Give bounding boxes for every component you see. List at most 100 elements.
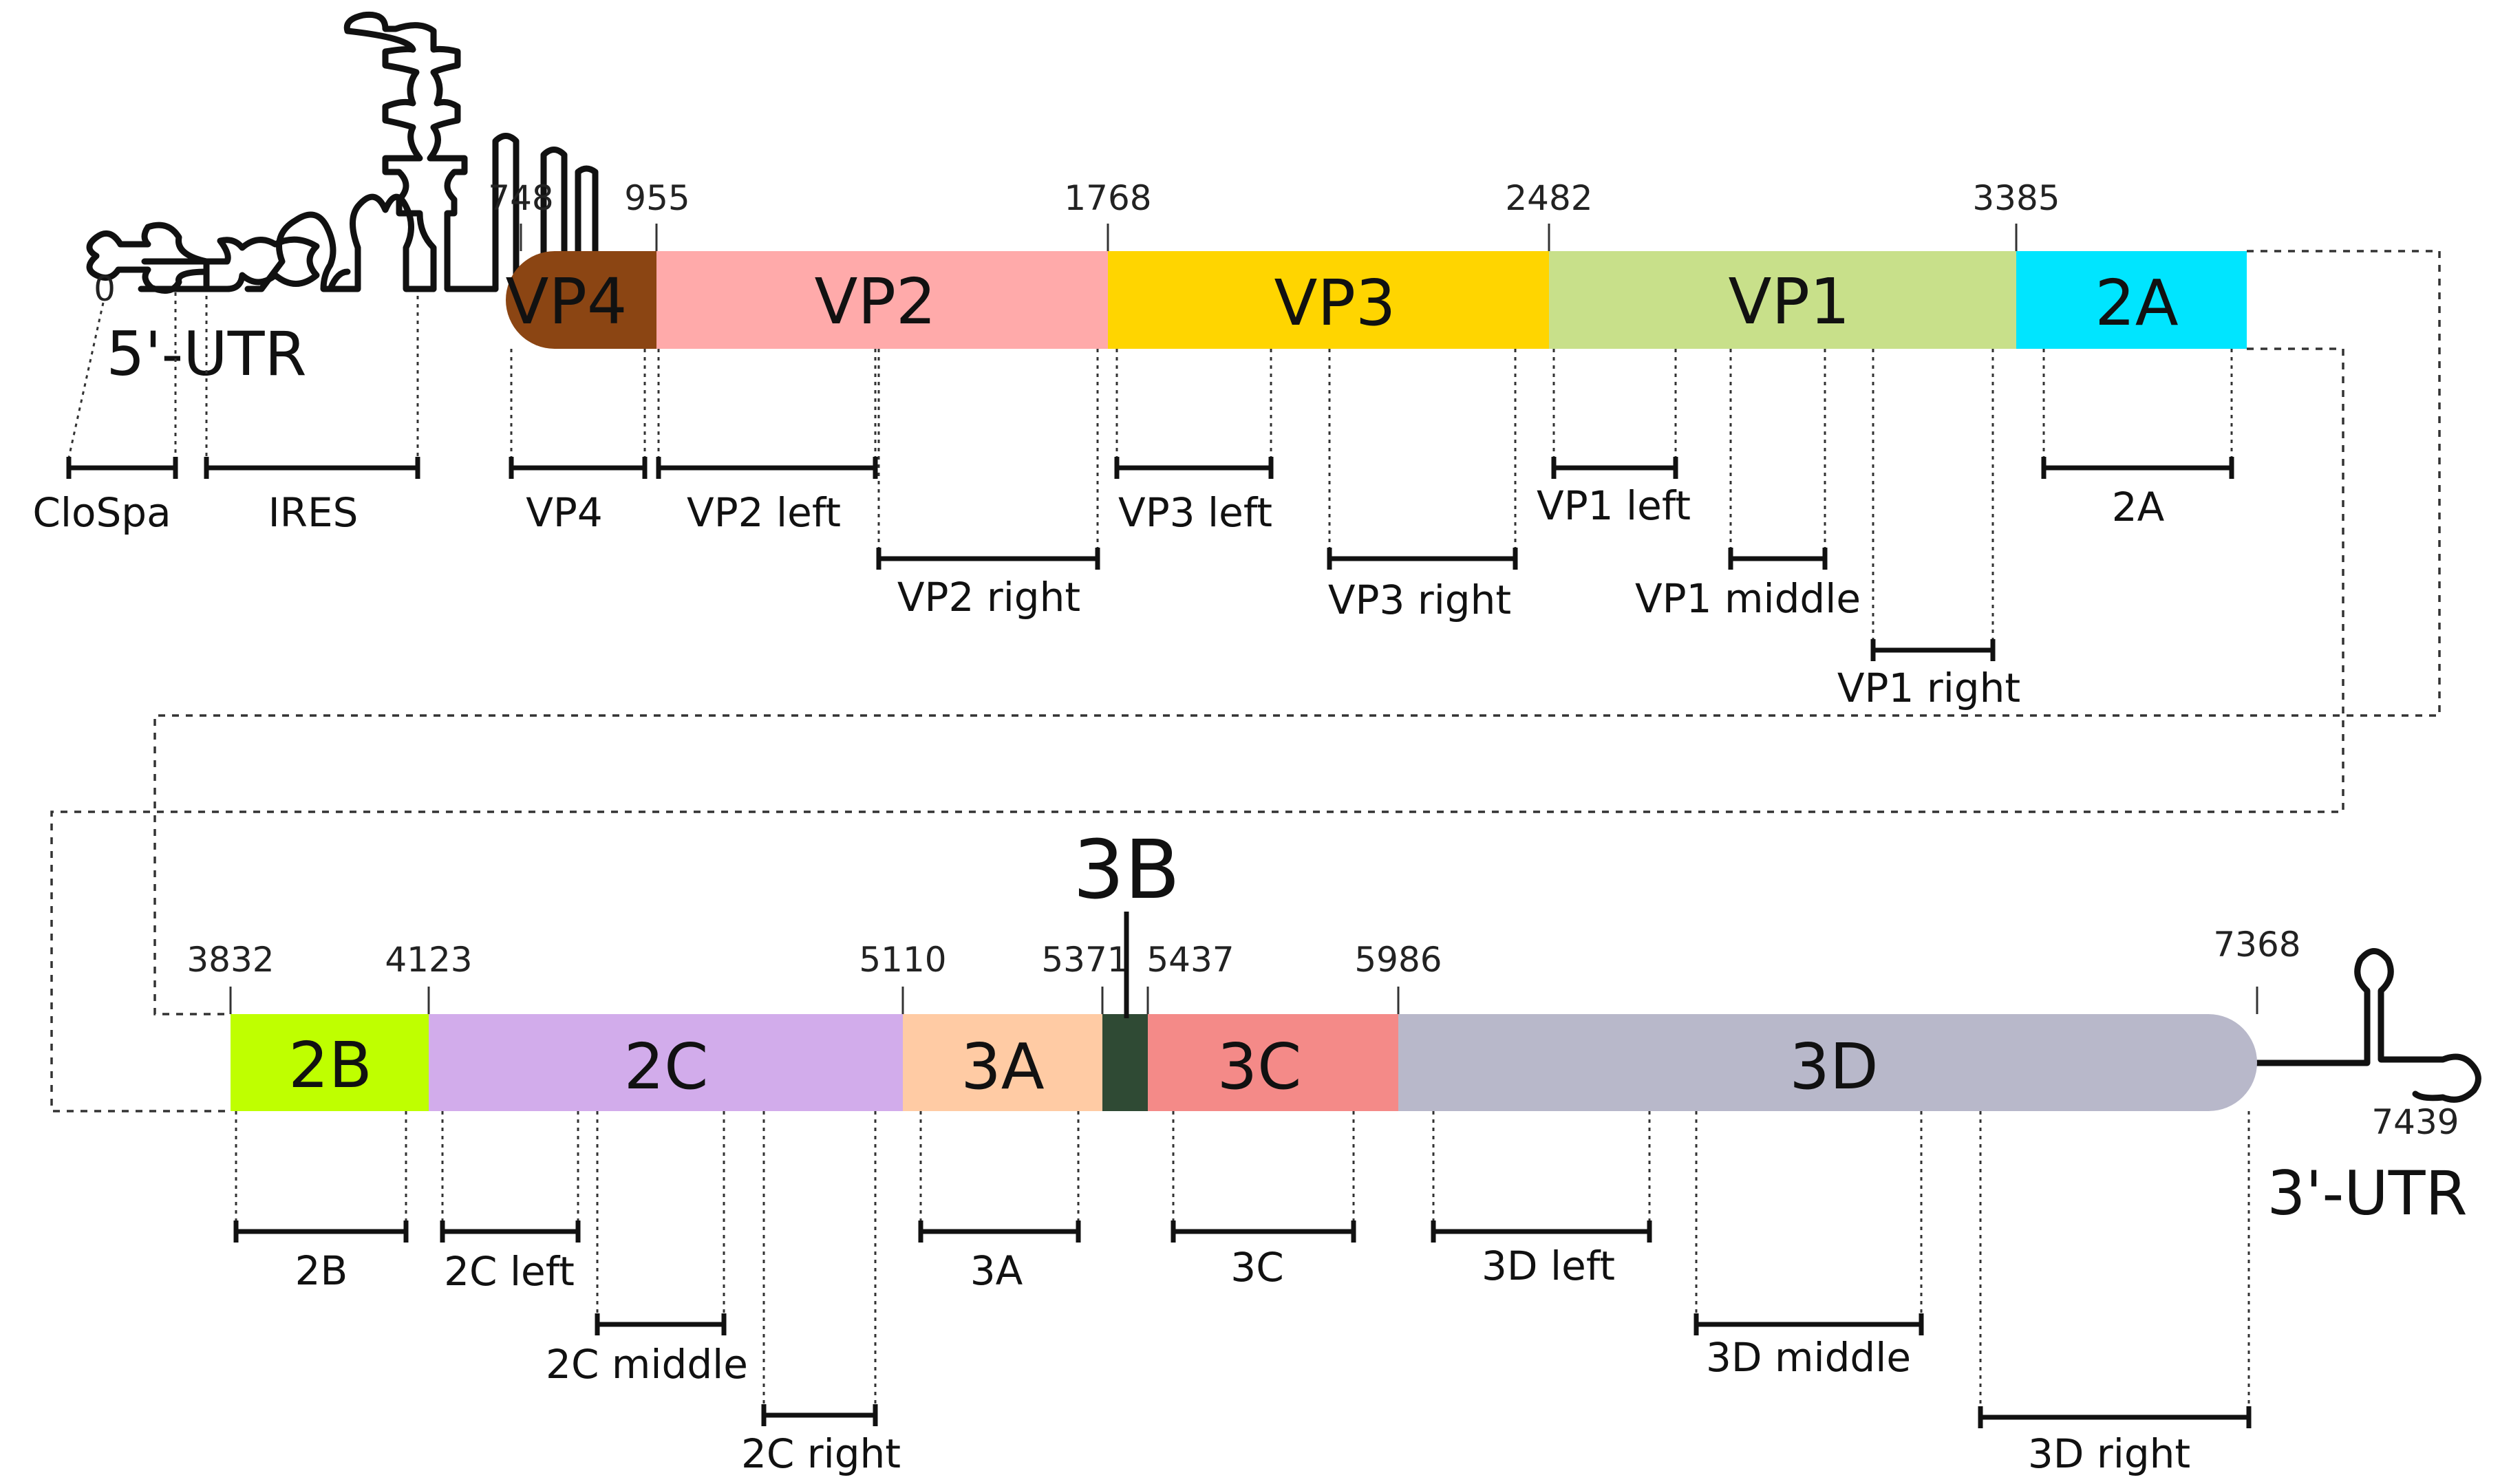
- amplicon-2c-right: 2C right: [741, 1111, 901, 1477]
- amplicon-3d-left: 3D left: [1431, 1111, 1652, 1289]
- row1-polyprotein-bar: VP4 VP2 VP3 VP1 2A: [506, 251, 2247, 349]
- segment-label-vp2: VP2: [815, 265, 937, 338]
- amplicon-bracket-3c: [1171, 1220, 1356, 1243]
- amplicon-bracket-3a: [918, 1220, 1081, 1243]
- segment-2a: [2016, 251, 2247, 349]
- amplicon-label-2c-right: 2C right: [741, 1430, 901, 1477]
- amplicon-label-ires: IRES: [268, 489, 359, 536]
- amplicon-label-vp4: VP4: [526, 489, 603, 536]
- position-label-748: 748: [488, 178, 553, 218]
- amplicon-label-vp2-right: VP2 right: [897, 574, 1080, 621]
- amplicon-bracket-ires: [204, 457, 420, 479]
- amplicon-label-clospa: CloSpa: [32, 489, 171, 536]
- amplicon-label-3c: 3C: [1230, 1244, 1283, 1291]
- position-7439-label: 7439: [2371, 1102, 2459, 1142]
- amplicon-clospa: CloSpa: [32, 292, 178, 536]
- position-0-label: 0: [94, 269, 116, 309]
- amplicon-vp1-middle: VP1 middle: [1635, 349, 1861, 622]
- segment-2c: [429, 1014, 903, 1111]
- segment-label-2b: 2B: [288, 1029, 372, 1102]
- position-label-4123: 4123: [385, 940, 472, 980]
- amplicon-label-vp3-right: VP3 right: [1328, 577, 1511, 623]
- amplicon-label-3d-middle: 3D middle: [1706, 1334, 1911, 1381]
- amplicon-vp2-left: VP2 left: [656, 349, 878, 536]
- amplicon-2c-middle: 2C middle: [546, 1111, 748, 1388]
- segment-label-3a: 3A: [961, 1030, 1045, 1104]
- amplicon-vp4: VP4: [509, 349, 648, 536]
- amplicon-label-2c-middle: 2C middle: [546, 1341, 748, 1388]
- amplicon-label-vp1-right: VP1 right: [1837, 665, 2020, 711]
- segment-label-3c: 3C: [1217, 1030, 1302, 1104]
- segment-vp1: [1549, 251, 2016, 349]
- amplicon-ires: IRES: [204, 296, 420, 536]
- amplicon-bracket-vp4: [509, 457, 648, 479]
- amplicon-bracket-vp3-right: [1327, 548, 1518, 570]
- amplicon-label-3a: 3A: [970, 1247, 1023, 1294]
- segment-3c: [1148, 1014, 1398, 1111]
- position-label-955: 955: [624, 178, 690, 218]
- amplicon-bracket-vp2-right: [876, 548, 1100, 570]
- segment-3a: [903, 1014, 1102, 1111]
- amplicon-bracket-3d-middle: [1694, 1313, 1924, 1335]
- amplicon-label-3d-left: 3D left: [1482, 1243, 1615, 1289]
- amplicon-vp3-left: VP3 left: [1114, 349, 1274, 536]
- amplicon-2b: 2B: [233, 1111, 409, 1294]
- amplicon-label-3d-right: 3D right: [2028, 1430, 2190, 1477]
- position-label-5986: 5986: [1354, 940, 1442, 980]
- segment-label-vp3: VP3: [1274, 266, 1396, 340]
- segment-label-2a: 2A: [2095, 266, 2179, 340]
- amplicon-bracket-2c-left: [440, 1220, 581, 1243]
- segment-3b: [1102, 1014, 1148, 1111]
- amplicon-brackets: CloSpa IRES VP4 VP2 left VP2 right VP3 left VP…: [32, 292, 2252, 1477]
- amplicon-label-vp3-left: VP3 left: [1118, 489, 1272, 536]
- amplicon-bracket-vp2-left: [656, 457, 878, 479]
- row-connector: [50, 250, 2441, 1112]
- amplicon-2a: 2A: [2041, 349, 2234, 530]
- position-label-5110: 5110: [859, 940, 946, 980]
- utr3-label: 3'-UTR: [2267, 1158, 2467, 1229]
- amplicon-2c-left: 2C left: [440, 1111, 581, 1295]
- amplicon-bracket-2c-right: [761, 1404, 878, 1426]
- amplicon-bracket-2b: [233, 1220, 409, 1243]
- segment-3d: [1398, 1014, 2257, 1111]
- segment-label-2c: 2C: [624, 1030, 709, 1104]
- amplicon-bracket-vp1-middle: [1728, 548, 1828, 570]
- segment-vp2: [656, 251, 1108, 349]
- amplicon-bracket-clospa: [66, 457, 178, 479]
- utr3-structure: [2254, 948, 2481, 1103]
- amplicon-label-vp2-left: VP2 left: [687, 489, 841, 536]
- amplicon-label-vp1-left: VP1 left: [1537, 482, 1691, 529]
- position-label-3832: 3832: [186, 940, 274, 980]
- amplicon-bracket-2c-middle: [595, 1313, 727, 1335]
- position-label-5371: 5371: [1041, 940, 1129, 980]
- amplicon-label-2c-left: 2C left: [444, 1248, 575, 1295]
- segment-label-vp1: VP1: [1729, 265, 1850, 338]
- amplicon-label-2a: 2A: [2112, 484, 2165, 530]
- row2-polyprotein-bar: 2B 2C 3A 3C 3D: [231, 1014, 2257, 1111]
- amplicon-bracket-2a: [2041, 457, 2234, 479]
- amplicon-bracket-vp1-right: [1870, 639, 1996, 661]
- amplicon-3c: 3C: [1171, 1111, 1356, 1291]
- amplicon-vp3-right: VP3 right: [1327, 349, 1518, 623]
- amplicon-vp1-left: VP1 left: [1537, 349, 1691, 529]
- amplicon-vp2-right: VP2 right: [876, 349, 1100, 621]
- amplicon-bracket-3d-left: [1431, 1220, 1652, 1243]
- amplicon-label-vp1-middle: VP1 middle: [1635, 575, 1861, 622]
- utr5-structure: [86, 11, 599, 294]
- amplicon-3d-right: 3D right: [1978, 1111, 2252, 1477]
- 3b-callout-label: 3B: [1073, 822, 1180, 917]
- position-label-7368: 7368: [2213, 925, 2300, 965]
- position-label-5437: 5437: [1146, 940, 1234, 980]
- amplicon-label-2b: 2B: [295, 1247, 348, 1294]
- amplicon-bracket-vp3-left: [1114, 457, 1274, 479]
- position-label-1768: 1768: [1064, 178, 1151, 218]
- position-label-2482: 2482: [1505, 178, 1592, 218]
- position-label-3385: 3385: [1972, 178, 2060, 218]
- boundary-position-ticks: 748 955 1768 2482 3385 3832 4123 5110 5371 5437 59…: [186, 178, 2301, 1014]
- amplicon-bracket-3d-right: [1978, 1406, 2252, 1428]
- amplicon-bracket-vp1-left: [1551, 457, 1678, 479]
- segment-2b: [231, 1014, 429, 1111]
- amplicon-3d-middle: 3D middle: [1694, 1111, 1924, 1381]
